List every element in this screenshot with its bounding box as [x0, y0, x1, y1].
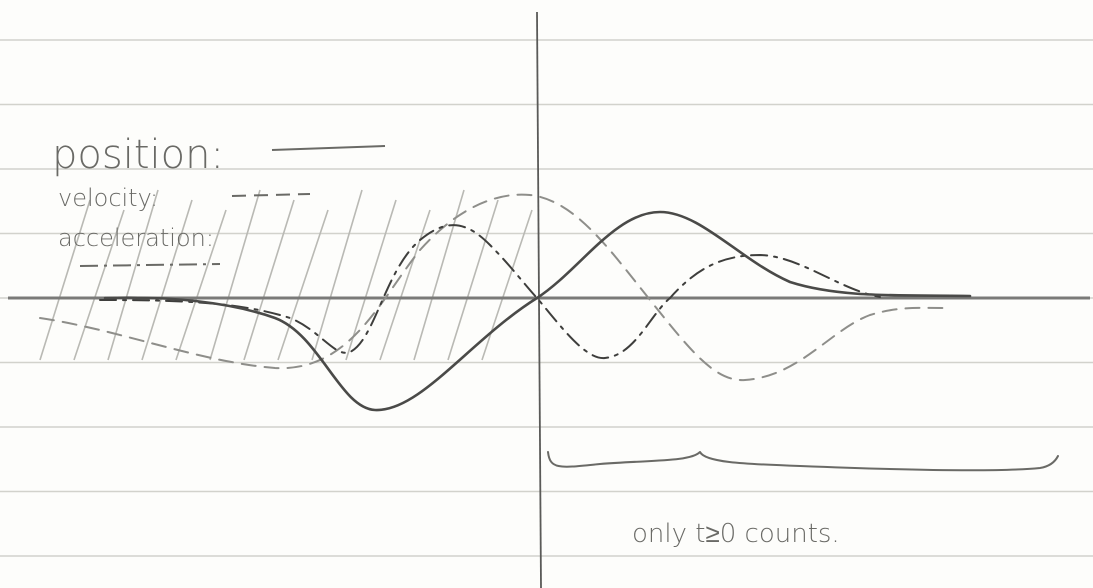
- legend-label: velocity:: [58, 184, 158, 212]
- legend-label: acceleration:: [58, 224, 214, 252]
- sketch: position: velocity: acceleration: only t…: [0, 0, 1093, 588]
- annotation: only t≥0 counts.: [632, 519, 840, 549]
- legend-label: position:: [52, 132, 224, 178]
- paper: [0, 0, 1093, 588]
- page: position: velocity: acceleration: only t…: [0, 0, 1093, 588]
